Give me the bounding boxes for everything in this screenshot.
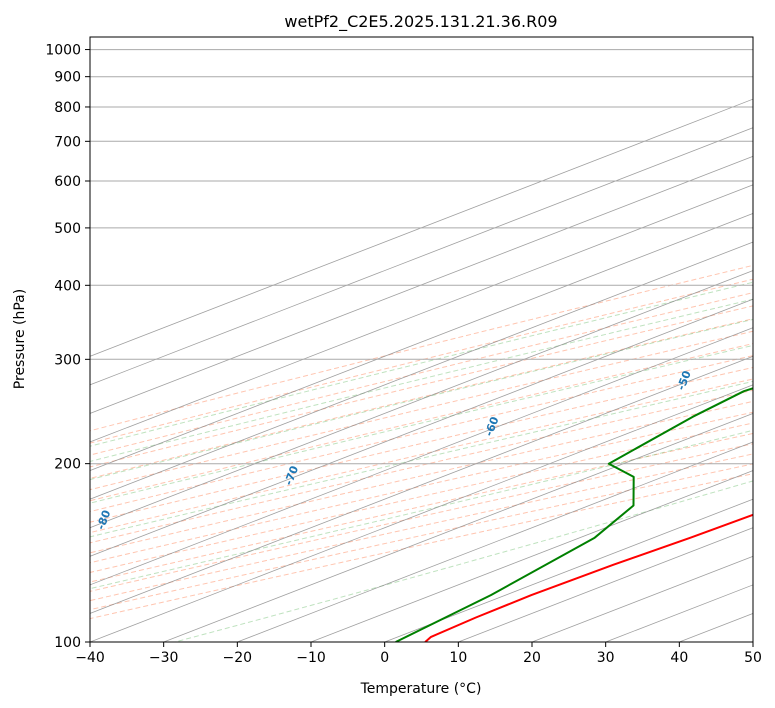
isotherm-line [458,527,753,642]
y-tick-label: 400 [54,278,81,294]
x-tick-label: 0 [380,650,389,666]
x-tick-label: −40 [75,650,105,666]
x-tick-label: 20 [523,650,541,666]
y-tick-label: 500 [54,221,81,237]
x-tick-label: 50 [744,650,762,666]
y-tick-label: 900 [54,70,81,86]
dry-adiabat [90,330,753,491]
dry-adiabat [90,343,753,502]
isotherm-line [90,384,753,642]
moist-adiabat [90,380,753,538]
profile-series [395,387,753,642]
y-axis-ticks: 100 200 300 400 500 600 700 800 900 1000 [45,43,90,651]
plot-frame [89,36,754,643]
moist-adiabat [90,281,753,447]
isotherm-line [90,213,753,472]
dry-adiabat [90,378,753,534]
y-tick-label: 1000 [45,43,81,59]
moist-adiabat [90,344,753,504]
chart-title: wetPf2_C2E5.2025.131.21.36.R09 [284,12,557,32]
x-tick-label: 30 [597,650,615,666]
y-axis-label: Pressure (hPa) [12,289,28,389]
dry-adiabat [90,318,753,479]
y-tick-label: 600 [54,174,81,190]
isotherm-line [90,298,753,557]
isotherm-line [90,155,753,414]
x-tick-label: 40 [670,650,688,666]
x-tick-label: −30 [149,650,179,666]
isotherms [90,98,753,642]
y-tick-label: 200 [54,457,81,473]
pressure-grid [90,49,753,642]
isotherm-line [90,98,753,357]
x-tick-label: −10 [296,650,326,666]
x-axis-ticks: −40 −30 −20 −10 0 10 20 30 40 50 [75,642,762,666]
y-tick-label: 300 [54,352,81,368]
isotherm-line [310,470,753,642]
dry-adiabat [90,278,753,444]
isotherm-line [90,241,753,500]
isotherm-line [90,127,753,386]
isotherm-line [90,270,753,529]
dry-adiabat [90,305,753,468]
x-tick-label: 10 [449,650,467,666]
isotherm-line [237,441,753,642]
x-axis-label: Temperature (°C) [360,681,482,697]
y-tick-label: 700 [54,134,81,150]
dry-adiabat [90,366,753,523]
isotherm-line [90,327,753,586]
dewpoint-line [395,387,753,642]
y-tick-label: 100 [54,635,81,651]
isotherm-line [90,355,753,614]
dry-adiabat [90,355,753,513]
dry-adiabat [90,264,753,432]
line-labels: 0.10.20.40.611.52346810131620253036-100-… [94,368,694,531]
moist-adiabats [90,281,753,642]
isotherm-line [163,413,753,642]
y-tick-label: 800 [54,100,81,116]
plot-area: 0.10.20.40.611.52346810131620253036-100-… [90,49,753,642]
dry-adiabat [90,292,753,456]
isotherm-line [384,498,753,642]
isotherm-line [90,184,753,443]
x-tick-label: −20 [223,650,253,666]
moist-adiabat [90,298,753,462]
